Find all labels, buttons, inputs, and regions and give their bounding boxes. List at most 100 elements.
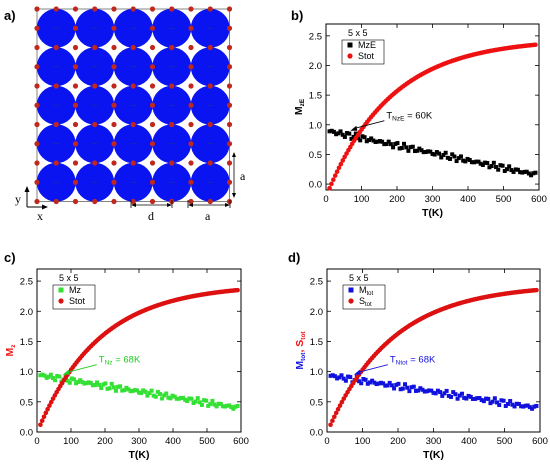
chart-b-axis-labels: T(K) MzE: [293, 98, 443, 219]
data-point: [191, 400, 196, 405]
x-tick-label: 100: [354, 194, 370, 205]
data-point: [418, 386, 423, 391]
x-tick-label: 600: [532, 436, 548, 447]
data-point: [417, 146, 422, 151]
data-point: [483, 160, 488, 165]
data-point: [218, 401, 223, 406]
data-point: [216, 401, 221, 406]
data-point: [411, 384, 416, 389]
edge-site: [72, 179, 79, 185]
data-point: [185, 398, 190, 403]
y-tick-label: 0.5: [310, 397, 323, 408]
data-point: [143, 389, 148, 394]
vertex-site: [149, 121, 156, 128]
edge-site: [226, 25, 233, 31]
data-point: [214, 404, 219, 409]
data-point: [406, 148, 411, 153]
data-point: [346, 374, 351, 379]
data-point: [459, 391, 464, 396]
data-point: [48, 372, 53, 377]
data-point: [476, 159, 481, 164]
edge-site: [34, 102, 40, 108]
data-point: [443, 150, 448, 155]
edge-site: [111, 141, 117, 147]
data-point: [509, 168, 514, 173]
data-point: [534, 403, 539, 408]
data-point: [450, 152, 455, 157]
data-point: [370, 378, 375, 383]
dimension-a-vertical-label: a: [240, 169, 246, 183]
data-point: [456, 156, 461, 161]
panel-a-lattice: a) y x d a: [4, 6, 246, 223]
data-point: [516, 401, 521, 406]
data-point: [510, 402, 515, 407]
data-point: [166, 395, 171, 400]
edge-site: [92, 44, 98, 51]
data-point: [358, 138, 363, 143]
annotation-arrow: [356, 364, 388, 374]
data-point: [42, 373, 47, 378]
chart-b-ticks: 0 100 200 300 400 500 600 0.0 0.5 1.0 1.5 2.0 2.5: [309, 24, 547, 205]
data-point: [376, 381, 381, 386]
edge-site: [149, 25, 156, 31]
data-point: [452, 154, 457, 159]
y-axis-title: Mtot, Stot: [294, 331, 307, 370]
data-point: [445, 155, 450, 160]
data-point: [53, 378, 58, 383]
data-point: [424, 389, 429, 394]
data-point: [495, 400, 500, 405]
legend-entry: Mz: [69, 285, 81, 295]
data-point: [526, 171, 531, 176]
vertex-site: [188, 121, 194, 128]
data-point: [491, 160, 496, 165]
data-point: [397, 146, 402, 151]
data-point: [416, 388, 421, 393]
vertex-site: [226, 160, 233, 166]
data-point: [393, 141, 398, 146]
data-point: [174, 396, 179, 401]
data-point: [118, 384, 123, 389]
data-point: [327, 129, 332, 134]
data-point: [107, 386, 112, 391]
chart-d-annotation: TNtot = 68K: [353, 355, 436, 375]
x-tick-label: 400: [461, 436, 477, 447]
data-point: [388, 142, 393, 147]
data-point: [431, 390, 436, 395]
edge-site: [188, 141, 194, 147]
panel-a-label: a): [4, 8, 16, 23]
data-point: [369, 136, 374, 141]
data-point: [362, 135, 367, 140]
x-axis-title: T(K): [422, 207, 443, 219]
data-point: [520, 170, 525, 175]
data-point: [513, 167, 518, 172]
data-point: [428, 149, 433, 154]
data-point: [343, 378, 348, 383]
data-point: [342, 134, 347, 139]
data-point: [105, 386, 110, 391]
data-point: [400, 386, 405, 391]
data-point: [383, 383, 388, 388]
data-point: [366, 138, 371, 143]
data-point: [76, 379, 81, 384]
data-point: [199, 402, 204, 407]
y-tick-label: 0.5: [309, 150, 322, 161]
edge-site: [72, 102, 79, 108]
vertex-site: [111, 83, 117, 89]
data-point: [336, 165, 342, 171]
chart-c-axis-labels: T(K) Mz: [4, 344, 150, 461]
data-point: [423, 149, 428, 154]
legend-title: 5 x 5: [59, 273, 79, 283]
vertex-site: [111, 198, 117, 205]
legend-marker: [348, 287, 354, 293]
x-tick-label: 600: [233, 436, 249, 447]
data-point: [519, 404, 524, 409]
data-point: [69, 376, 74, 381]
data-point: [71, 377, 76, 382]
vertex-site: [72, 6, 79, 12]
data-point: [86, 380, 91, 385]
data-point: [330, 418, 335, 423]
data-point: [193, 399, 198, 404]
data-point: [494, 165, 499, 170]
data-point: [449, 394, 454, 399]
data-point: [395, 141, 400, 146]
